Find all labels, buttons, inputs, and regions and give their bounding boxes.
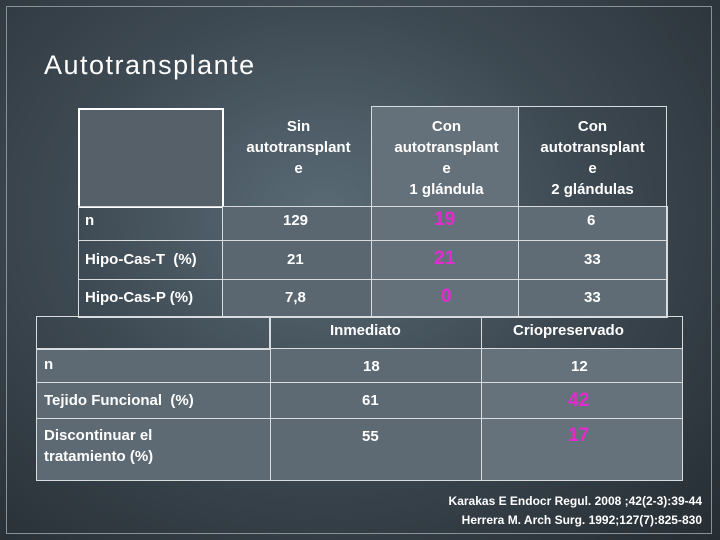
table1-cell: 33 xyxy=(584,289,601,306)
table2-row-label: Discontinuar el tratamiento (%) xyxy=(44,425,153,467)
table1-blank-corner xyxy=(80,110,222,206)
table1-cell: 6 xyxy=(587,212,596,229)
table1-header-col1: Sin autotransplant e xyxy=(246,118,351,177)
table2-row-label: Tejido Funcional (%) xyxy=(44,392,194,409)
table2-cell: 55 xyxy=(362,428,379,445)
table2-header-col2: Criopreservado xyxy=(513,322,624,339)
table2-hline-1 xyxy=(36,348,683,349)
table2-right-edge xyxy=(682,316,683,481)
table1-cell: 7,8 xyxy=(285,289,306,306)
table1-vline-2 xyxy=(371,106,372,318)
slide-frame xyxy=(6,6,712,534)
citation-1: Karakas E Endocr Regul. 2008 ;42(2-3):39… xyxy=(448,494,702,508)
table2-row-label-line1: Discontinuar el xyxy=(44,427,153,444)
table1-header-col2: Con autotransplant e 1 glándula xyxy=(394,118,499,198)
table1-header-col3: Con autotransplant e 2 glándulas xyxy=(540,118,645,198)
table1-vline-4 xyxy=(666,106,667,318)
table2-hline-2 xyxy=(36,382,683,383)
table2-col-bg xyxy=(481,348,682,480)
table2-header-top xyxy=(270,316,683,317)
table1-cell-highlight: 0 xyxy=(441,286,452,307)
table1-hline-top xyxy=(371,106,667,107)
table1-vline-1 xyxy=(222,206,223,318)
table2-cell-highlight: 17 xyxy=(568,425,590,446)
table2-cell: 61 xyxy=(362,392,379,409)
citation-2: Herrera M. Arch Surg. 1992;127(7):825-83… xyxy=(461,513,702,527)
table1-row-label: Hipo-Cas-T (%) xyxy=(85,251,197,268)
table1-vline-3 xyxy=(518,106,519,318)
table2-row-label-line2: tratamiento (%) xyxy=(44,448,154,465)
table1-header-box xyxy=(78,108,224,208)
table2-header-col1: Inmediato xyxy=(330,322,401,339)
table2-cell-highlight: 42 xyxy=(568,390,590,411)
table2-vline-1 xyxy=(270,316,271,481)
table2-cell: 18 xyxy=(363,358,380,375)
table1-cell: 33 xyxy=(584,251,601,268)
table2-left-edge xyxy=(36,348,37,481)
table2-cell: 12 xyxy=(571,358,588,375)
table1-cell-highlight: 21 xyxy=(434,248,456,269)
table1-cell: 129 xyxy=(283,212,309,229)
table1-cell-highlight: 19 xyxy=(434,209,456,230)
table1-col3-bg xyxy=(518,206,666,316)
table1-col-bg xyxy=(371,106,518,316)
table1-cell: 21 xyxy=(287,251,304,268)
table1-row-label: Hipo-Cas-P (%) xyxy=(85,289,194,306)
table2-hline-4 xyxy=(36,480,683,481)
table2-hline-3 xyxy=(36,418,683,419)
table1-row-label: n xyxy=(85,212,95,229)
table2-vline-2 xyxy=(481,316,482,481)
table1-grid-row2 xyxy=(78,240,668,280)
slide-title: Autotransplante xyxy=(44,50,256,80)
table2-row-label: n xyxy=(44,356,54,373)
table2-header-box-left xyxy=(36,316,270,350)
